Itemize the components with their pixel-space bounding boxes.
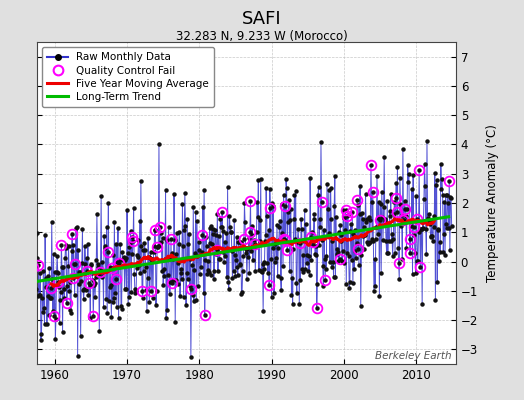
Y-axis label: Temperature Anomaly (°C): Temperature Anomaly (°C) bbox=[486, 124, 499, 282]
Text: SAFI: SAFI bbox=[242, 10, 282, 28]
Text: 32.283 N, 9.233 W (Morocco): 32.283 N, 9.233 W (Morocco) bbox=[176, 30, 348, 43]
Text: Berkeley Earth: Berkeley Earth bbox=[375, 351, 452, 361]
Legend: Raw Monthly Data, Quality Control Fail, Five Year Moving Average, Long-Term Tren: Raw Monthly Data, Quality Control Fail, … bbox=[42, 47, 214, 107]
